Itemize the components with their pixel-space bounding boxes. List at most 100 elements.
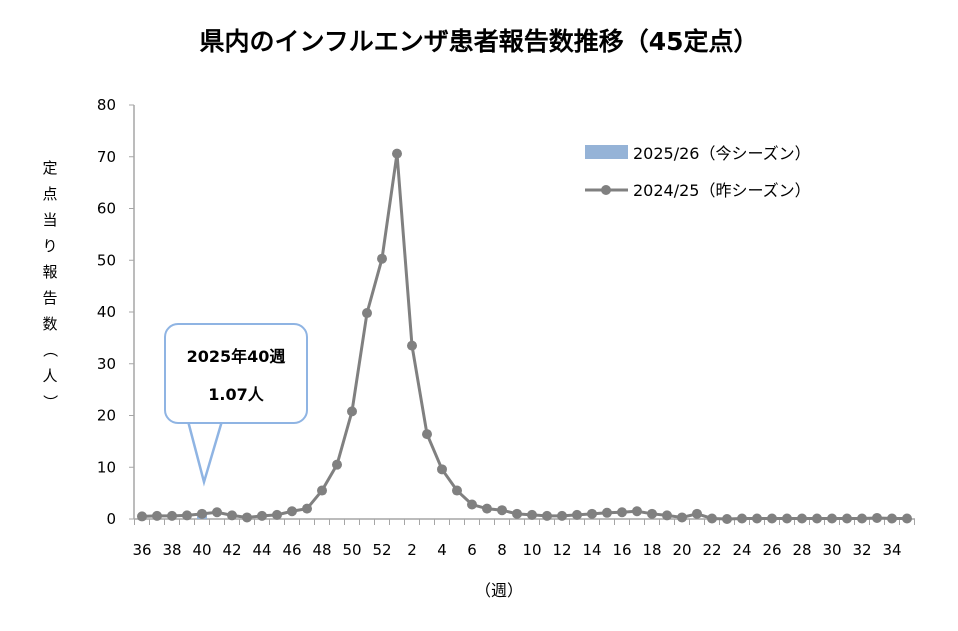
x-tick-label: 44 <box>252 541 271 559</box>
y-axis-label-char: 報 <box>42 263 58 281</box>
point-2024-25 <box>347 406 357 417</box>
x-axis-label: （週） <box>475 581 524 600</box>
x-tick-label: 26 <box>762 541 781 559</box>
point-2024-25 <box>632 506 642 517</box>
point-2024-25 <box>662 510 672 521</box>
x-tick-label: 8 <box>497 541 507 559</box>
point-2024-25 <box>692 508 702 519</box>
point-2024-25 <box>452 485 462 496</box>
point-2024-25 <box>467 499 477 510</box>
point-2024-25 <box>542 510 552 521</box>
x-tick-label: 18 <box>642 541 661 559</box>
point-2024-25 <box>422 429 432 440</box>
point-2024-25 <box>137 511 147 522</box>
y-tick-label: 50 <box>97 251 116 269</box>
point-2024-25 <box>752 513 762 524</box>
annotation-callout: 2025年40週 1.07人 <box>164 323 308 424</box>
x-tick-label: 2 <box>407 541 417 559</box>
point-2024-25 <box>812 513 822 524</box>
point-2024-25 <box>587 508 597 519</box>
x-tick-label: 28 <box>792 541 811 559</box>
x-tick-label: 4 <box>437 541 447 559</box>
x-tick-label: 14 <box>582 541 601 559</box>
point-2024-25 <box>557 510 567 521</box>
annotation-week: 2025年40週 <box>186 347 286 366</box>
point-2024-25 <box>242 512 252 523</box>
point-2024-25 <box>392 148 402 159</box>
y-axis-label-char: 告 <box>42 289 58 307</box>
point-2024-25 <box>482 503 492 514</box>
x-tick-label: 16 <box>612 541 631 559</box>
x-tick-label: 52 <box>372 541 391 559</box>
point-2024-25 <box>227 510 237 521</box>
point-2024-25 <box>302 503 312 514</box>
y-tick-label: 40 <box>97 303 116 321</box>
point-2024-25 <box>527 509 537 520</box>
point-2024-25 <box>407 340 417 351</box>
point-2024-25 <box>707 513 717 524</box>
x-tick-label: 30 <box>822 541 841 559</box>
point-2024-25 <box>257 510 267 521</box>
x-tick-label: 34 <box>882 541 901 559</box>
point-2024-25 <box>437 464 447 475</box>
point-2024-25 <box>332 459 342 470</box>
y-axis-label-char: り <box>42 237 58 255</box>
point-2024-25 <box>647 508 657 519</box>
point-2024-25 <box>497 505 507 516</box>
point-2024-25 <box>677 512 687 523</box>
y-tick-label: 60 <box>97 200 116 218</box>
point-2024-25 <box>512 508 522 519</box>
x-tick-label: 40 <box>192 541 211 559</box>
annotation-value: 1.07人 <box>208 385 264 404</box>
y-tick-label: 30 <box>97 355 116 373</box>
x-tick-label: 32 <box>852 541 871 559</box>
point-2024-25 <box>887 513 897 524</box>
y-tick-label: 10 <box>97 458 116 476</box>
point-2024-25 <box>827 513 837 524</box>
point-2024-25 <box>182 510 192 521</box>
x-tick-label: 10 <box>522 541 541 559</box>
point-2024-25 <box>572 509 582 520</box>
point-2024-25 <box>212 507 222 518</box>
x-tick-label: 36 <box>132 541 151 559</box>
point-2024-25 <box>767 513 777 524</box>
point-2024-25 <box>362 308 372 319</box>
y-tick-label: 80 <box>97 96 116 114</box>
x-tick-label: 22 <box>702 541 721 559</box>
x-tick-label: 38 <box>162 541 181 559</box>
y-axis-label: 定点当り報告数（人） <box>38 155 62 415</box>
y-axis-label-char: 定 <box>42 159 58 177</box>
point-2024-25 <box>152 510 162 521</box>
point-2024-25 <box>272 509 282 520</box>
callout-pointer <box>186 419 224 487</box>
point-2024-25 <box>842 513 852 524</box>
x-tick-label: 24 <box>732 541 751 559</box>
legend-label-2025-26: 2025/26（今シーズン） <box>633 144 811 163</box>
point-2024-25 <box>197 508 207 519</box>
y-tick-label: 20 <box>97 407 116 425</box>
point-2024-25 <box>797 513 807 524</box>
point-2024-25 <box>167 510 177 521</box>
y-axis-label-char: 当 <box>42 211 58 229</box>
legend-marker-2024-25 <box>601 185 611 195</box>
y-tick-label: 70 <box>97 148 116 166</box>
y-tick-label: 0 <box>106 510 116 528</box>
x-tick-label: 48 <box>312 541 331 559</box>
point-2024-25 <box>317 485 327 496</box>
x-tick-label: 46 <box>282 541 301 559</box>
legend-label-2024-25: 2024/25（昨シーズン） <box>633 181 811 200</box>
point-2024-25 <box>737 513 747 524</box>
point-2024-25 <box>782 513 792 524</box>
y-axis-label-char: 数 <box>42 315 58 333</box>
y-axis-label-char: 人 <box>42 367 58 385</box>
point-2024-25 <box>857 513 867 524</box>
legend-swatch-2025-26 <box>585 145 628 159</box>
point-2024-25 <box>722 514 732 524</box>
x-tick-label: 50 <box>342 541 361 559</box>
point-2024-25 <box>902 513 912 524</box>
chart-title: 県内のインフルエンザ患者報告数推移（45定点） <box>199 27 759 56</box>
line-2024-25 <box>141 153 907 521</box>
x-tick-label: 20 <box>672 541 691 559</box>
point-2024-25 <box>602 507 612 518</box>
